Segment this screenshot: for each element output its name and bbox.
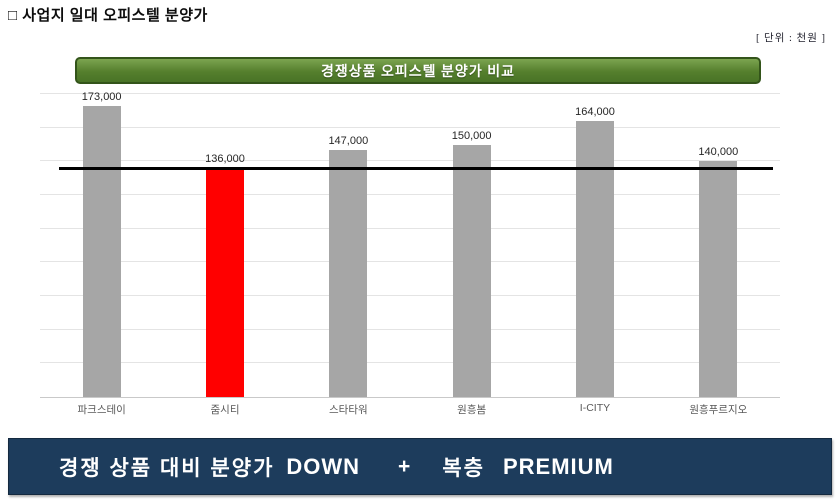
- banner-premium-text: PREMIUM: [502, 453, 614, 479]
- bar-chart-plot-area: 173,000 136,000 147,000 150,000 164,000 140,0…: [40, 90, 780, 398]
- bar-column: 150,000: [410, 94, 533, 397]
- gridline: [40, 227, 780, 229]
- bar: [82, 105, 121, 397]
- gridline: [40, 362, 780, 364]
- bar-value-label: 164,000: [575, 105, 615, 118]
- bar-column: 173,000: [40, 90, 163, 397]
- category-label: 원흥푸르지오: [689, 404, 748, 416]
- bar: [699, 161, 738, 397]
- gridline: [40, 295, 780, 296]
- bar: [452, 144, 491, 397]
- bar: [329, 149, 368, 397]
- gridline: [40, 328, 780, 330]
- unit-label: [ 단위 : 천원 ]: [755, 33, 826, 44]
- banner-middle-text: 복층: [442, 456, 485, 480]
- banner-down-text: DOWN: [286, 453, 361, 479]
- bottom-banner: 경쟁 상품 대비 분양가 DOWN + 복층 PREMIUM: [8, 438, 832, 495]
- category-label: I-CITY: [579, 402, 611, 414]
- bar-column: 136,000: [163, 94, 286, 397]
- bar-value-label: 136,000: [205, 153, 245, 166]
- bar-value-label: 147,000: [328, 134, 369, 147]
- banner-plus-text: +: [398, 454, 413, 478]
- bar-column: 164,000: [533, 94, 656, 397]
- gridline: [40, 126, 780, 128]
- highlighted-bar: [205, 168, 244, 397]
- chart-title-text: 경쟁상품 오피스텔 분양가 비교: [321, 64, 515, 80]
- banner-text-left: 경쟁 상품 대비 분양가: [59, 456, 275, 480]
- category-label: 스타타워: [329, 404, 368, 416]
- gridline: [40, 93, 780, 94]
- category-label: 파크스테이: [77, 404, 126, 416]
- chart-title-banner: 경쟁상품 오피스텔 분양가 비교: [75, 57, 761, 84]
- bar-value-label: 140,000: [698, 146, 739, 159]
- category-label: 줌시티: [210, 404, 240, 416]
- bar: [575, 120, 614, 397]
- bar-column: 147,000: [287, 94, 410, 397]
- category-axis: 파크스테이 줌시티 스타타워 원흥봄 I-CITY 원흥푸르지오: [40, 402, 780, 417]
- bar-value-label: 173,000: [81, 90, 122, 103]
- bars-row: 173,000 136,000 147,000 150,000 164,000 140,0…: [40, 90, 780, 397]
- reference-line: [59, 167, 773, 170]
- category-label: 원흥봄: [457, 404, 487, 416]
- bar-value-label: 150,000: [451, 129, 492, 142]
- gridline: [40, 261, 780, 263]
- gridline: [40, 194, 780, 195]
- bar-column: 140,000: [657, 94, 780, 397]
- page-title: □ 사업지 일대 오피스텔 분양가: [8, 7, 208, 24]
- gridline: [40, 160, 780, 162]
